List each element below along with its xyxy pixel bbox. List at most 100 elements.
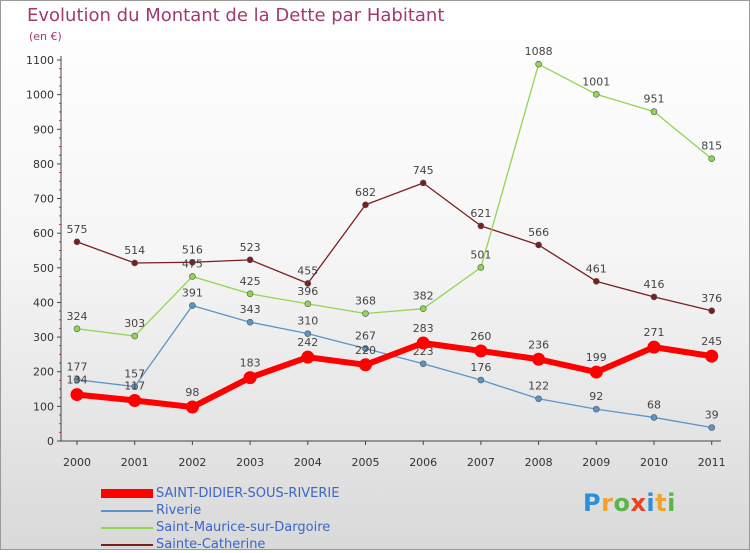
data-point-saint-didier-sous-riverie [589, 365, 603, 379]
data-label-saint-maurice-sur-dargoire: 425 [240, 275, 261, 288]
logo-letter: i [667, 489, 676, 517]
legend-swatch-sainte-catherine [101, 544, 153, 546]
logo-letter: x [630, 489, 647, 517]
data-label-saint-didier-sous-riverie: 242 [297, 336, 318, 349]
data-label-saint-maurice-sur-dargoire: 501 [470, 248, 491, 261]
data-point-sainte-catherine [304, 280, 312, 287]
x-tick-label: 2004 [294, 456, 322, 469]
y-tick-label: 100 [33, 400, 54, 413]
data-point-saint-didier-sous-riverie [532, 352, 546, 366]
data-point-sainte-catherine [650, 293, 658, 301]
data-point-sainte-catherine [535, 241, 542, 249]
data-point-saint-maurice-sur-dargoire [650, 108, 658, 115]
y-tick-label: 400 [33, 296, 54, 309]
data-label-saint-didier-sous-riverie: 271 [644, 326, 665, 339]
data-point-sainte-catherine [131, 259, 138, 267]
data-label-saint-maurice-sur-dargoire: 951 [644, 93, 665, 106]
x-tick-label: 2009 [582, 456, 610, 469]
y-tick-label: 300 [33, 331, 54, 344]
data-label-sainte-catherine: 523 [240, 241, 261, 254]
logo-letter: P [583, 489, 602, 517]
data-point-sainte-catherine [708, 307, 716, 315]
data-label-saint-didier-sous-riverie: 236 [528, 338, 549, 351]
data-point-saint-maurice-sur-dargoire [246, 290, 254, 298]
data-label-sainte-catherine: 745 [413, 164, 434, 177]
logo-letter: r [601, 489, 614, 517]
data-label-saint-maurice-sur-dargoire: 1001 [582, 75, 610, 88]
y-tick-label: 1000 [26, 89, 54, 102]
data-label-riverie: 176 [470, 361, 491, 374]
data-point-saint-didier-sous-riverie [185, 400, 199, 414]
proxiti-logo: Proxiti [583, 489, 676, 517]
data-point-sainte-catherine [73, 238, 81, 246]
y-tick-label: 200 [33, 366, 54, 379]
data-point-riverie [246, 318, 254, 326]
data-label-saint-didier-sous-riverie: 220 [355, 344, 376, 357]
y-tick-label: 0 [47, 435, 54, 448]
data-label-riverie: 310 [297, 315, 318, 328]
unit-label: (en €) [29, 30, 62, 43]
series-line-saint-didier-sous-riverie [74, 339, 715, 411]
legend-swatch-riverie [101, 510, 153, 512]
data-label-saint-didier-sous-riverie: 98 [185, 386, 199, 399]
data-point-saint-didier-sous-riverie [70, 388, 84, 402]
y-tick-label: 500 [33, 262, 54, 275]
data-point-riverie [304, 330, 312, 337]
data-point-saint-didier-sous-riverie [647, 340, 661, 354]
data-label-saint-maurice-sur-dargoire: 815 [701, 140, 722, 153]
data-label-sainte-catherine: 566 [528, 226, 549, 239]
x-tick-label: 2011 [698, 456, 726, 469]
data-label-saint-didier-sous-riverie: 134 [67, 374, 88, 387]
y-tick-label: 800 [33, 158, 54, 171]
data-point-riverie [650, 414, 658, 421]
data-point-saint-maurice-sur-dargoire [535, 60, 542, 68]
data-point-riverie [535, 395, 542, 403]
series-line-saint-maurice-sur-dargoire [76, 63, 713, 337]
data-label-saint-maurice-sur-dargoire: 324 [67, 310, 88, 323]
data-label-riverie: 391 [182, 287, 203, 300]
legend-label-saint-didier: SAINT-DIDIER-SOUS-RIVERIE [156, 486, 340, 501]
legend-label-sainte-catherine: Sainte-Catherine [156, 537, 266, 552]
data-point-saint-didier-sous-riverie [359, 358, 372, 372]
data-point-riverie [189, 302, 196, 309]
data-label-saint-didier-sous-riverie: 245 [701, 335, 722, 348]
data-label-saint-maurice-sur-dargoire: 382 [413, 290, 434, 303]
data-label-riverie: 122 [528, 380, 549, 393]
data-point-saint-maurice-sur-dargoire [131, 332, 138, 340]
data-point-saint-maurice-sur-dargoire [419, 305, 427, 312]
data-point-riverie [592, 405, 600, 413]
data-label-saint-didier-sous-riverie: 283 [413, 322, 434, 335]
data-point-saint-didier-sous-riverie [705, 349, 719, 363]
data-label-sainte-catherine: 514 [124, 244, 145, 257]
data-point-saint-maurice-sur-dargoire [304, 300, 312, 308]
data-point-saint-maurice-sur-dargoire [362, 310, 369, 317]
data-label-sainte-catherine: 575 [67, 223, 88, 236]
data-label-riverie: 92 [589, 390, 603, 403]
data-label-riverie: 177 [67, 361, 88, 374]
chart-title: Evolution du Montant de la Dette par Hab… [27, 5, 445, 26]
data-point-riverie [362, 345, 369, 352]
logo-letter: i [646, 489, 656, 517]
x-tick-label: 2007 [467, 456, 495, 469]
legend-label-saint-maurice: Saint-Maurice-sur-Dargoire [156, 520, 331, 535]
data-label-saint-didier-sous-riverie: 117 [124, 379, 145, 392]
y-tick-label: 900 [33, 123, 54, 136]
data-point-saint-maurice-sur-dargoire [592, 90, 600, 98]
data-point-sainte-catherine [362, 201, 369, 209]
x-tick-label: 2008 [525, 456, 553, 469]
data-label-riverie: 267 [355, 330, 376, 343]
series-line-sainte-catherine [76, 182, 713, 312]
y-tick-label: 1100 [26, 54, 54, 67]
data-label-sainte-catherine: 416 [644, 278, 665, 291]
logo-letter: t [655, 489, 668, 517]
data-label-saint-didier-sous-riverie: 260 [470, 330, 491, 343]
data-point-saint-maurice-sur-dargoire [708, 155, 716, 163]
x-tick-label: 2001 [121, 456, 149, 469]
logo-letter: o [613, 489, 631, 517]
data-point-saint-maurice-sur-dargoire [73, 325, 81, 333]
data-label-riverie: 39 [705, 408, 719, 421]
data-label-riverie: 157 [124, 368, 145, 381]
data-label-saint-didier-sous-riverie: 183 [240, 357, 261, 370]
